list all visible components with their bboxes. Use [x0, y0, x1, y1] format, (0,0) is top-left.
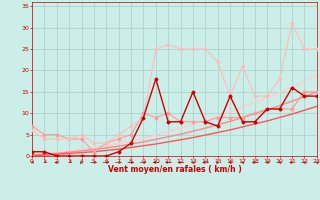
X-axis label: Vent moyen/en rafales ( km/h ): Vent moyen/en rafales ( km/h ) — [108, 165, 241, 174]
